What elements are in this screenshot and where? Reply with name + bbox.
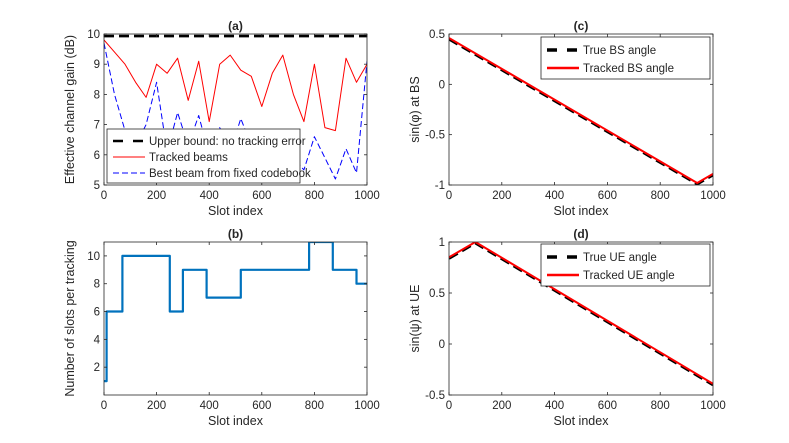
- y-tick-label: -0.5: [425, 390, 445, 402]
- axes-box: [448, 33, 714, 186]
- series-line-d-1: [449, 242, 713, 385]
- x-tick-label: 200: [492, 400, 511, 412]
- x-tick-label: 0: [446, 190, 452, 202]
- series-group: [449, 242, 713, 387]
- chart-title: (c): [574, 19, 589, 33]
- y-tick-label: 1: [439, 237, 445, 249]
- x-tick-label: 400: [200, 190, 219, 202]
- axes-box: [448, 241, 714, 396]
- legend-label: Tracked UE angle: [583, 270, 675, 282]
- x-tick-label: 0: [101, 190, 107, 202]
- x-tick-label: 800: [305, 400, 324, 412]
- y-tick-label: 0.5: [429, 288, 445, 300]
- x-axis-label: Slot index: [554, 414, 610, 428]
- x-tick-label: 600: [598, 190, 617, 202]
- series-group: [104, 34, 367, 180]
- legend-label: True UE angle: [583, 252, 657, 264]
- x-tick-label: 1000: [700, 400, 726, 412]
- legend-label: True BS angle: [583, 45, 656, 57]
- y-tick-label: 2: [94, 362, 100, 374]
- legend-label: Upper bound: no tracking error: [149, 136, 306, 148]
- y-tick-label: 8: [94, 279, 100, 291]
- x-tick-label: 200: [147, 400, 166, 412]
- y-axis-label: Effective channel gain (dB): [63, 35, 77, 184]
- series-group: [449, 37, 713, 185]
- legend-box: [106, 128, 301, 184]
- legend-label: Tracked BS angle: [583, 63, 674, 75]
- legend-label: Best beam from fixed codebook: [149, 168, 311, 180]
- series-line-b-0: [104, 242, 367, 383]
- x-tick-label: 400: [545, 190, 564, 202]
- x-tick-label: 600: [252, 400, 271, 412]
- x-tick-label: 0: [101, 400, 107, 412]
- x-tick-label: 400: [545, 400, 564, 412]
- y-tick-label: 7: [94, 120, 100, 132]
- y-tick-label: -1: [435, 180, 445, 192]
- x-tick-label: 1000: [354, 400, 380, 412]
- chart-title: (b): [228, 227, 243, 241]
- series-line-c-1: [449, 37, 713, 184]
- y-tick-label: 9: [94, 59, 100, 71]
- y-tick-label: 10: [87, 251, 100, 263]
- chart-a: 0 200 400 600 800 1000 5 6 7 8 9 10 (a) Slot index Eff…: [63, 19, 380, 218]
- x-axis-label: Slot index: [208, 204, 264, 218]
- y-axis-label: sin(φ) at BS: [408, 76, 422, 142]
- chart-b: 0 200 400 600 800 1000 2 4 6 8 10 (b) Slot index Numb…: [63, 227, 380, 428]
- y-axis-label: sin(ψ) at UE: [408, 285, 422, 353]
- x-tick-label: 200: [492, 190, 511, 202]
- x-tick-label: 800: [651, 190, 670, 202]
- chart-title: (d): [573, 227, 588, 241]
- x-tick-label: 800: [651, 400, 670, 412]
- x-tick-label: 200: [147, 190, 166, 202]
- plot-area: [104, 242, 367, 395]
- series-group: [104, 242, 367, 383]
- axes-box: [103, 241, 368, 396]
- y-tick-label: -0.5: [425, 130, 445, 142]
- x-tick-label: 800: [305, 190, 324, 202]
- y-tick-label: 6: [94, 307, 100, 319]
- y-tick-label: 0.5: [429, 29, 445, 41]
- legend: Upper bound: no tracking error Tracked be…: [106, 128, 311, 184]
- x-tick-label: 600: [252, 190, 271, 202]
- x-tick-label: 1000: [700, 190, 726, 202]
- y-tick-label: 8: [94, 89, 100, 101]
- y-tick-label: 5: [94, 180, 100, 192]
- y-tick-label: 10: [87, 29, 100, 41]
- chart-d: 0 200 400 600 800 1000-0.500.51(d)Slot indexs…: [408, 227, 726, 428]
- x-tick-label: 400: [200, 400, 219, 412]
- y-tick-label: 0: [439, 339, 445, 351]
- chart-title: (a): [228, 19, 243, 33]
- x-tick-label: 600: [598, 400, 617, 412]
- x-tick-label: 0: [446, 400, 452, 412]
- y-tick-label: 6: [94, 150, 100, 162]
- legend-label: Tracked beams: [149, 152, 228, 164]
- legend: True BS angle Tracked BS angle: [540, 36, 711, 80]
- series-line-a-2: [104, 42, 367, 180]
- x-tick-label: 1000: [354, 190, 380, 202]
- y-axis-label: Number of slots per tracking: [63, 240, 77, 396]
- legend: True UE angle Tracked UE angle: [540, 243, 711, 287]
- x-axis-label: Slot index: [208, 414, 264, 428]
- legend-box: [540, 243, 711, 287]
- legend-box: [540, 36, 711, 80]
- y-tick-label: 0: [439, 79, 445, 91]
- series-line-a-1: [104, 39, 367, 132]
- chart-c: 0 200 400 600 800 1000 -1 -0.5 0 0.5 (c) Slot index…: [408, 19, 726, 218]
- x-axis-label: Slot index: [554, 204, 610, 218]
- y-tick-label: 4: [94, 334, 101, 346]
- axes-box: [103, 33, 368, 186]
